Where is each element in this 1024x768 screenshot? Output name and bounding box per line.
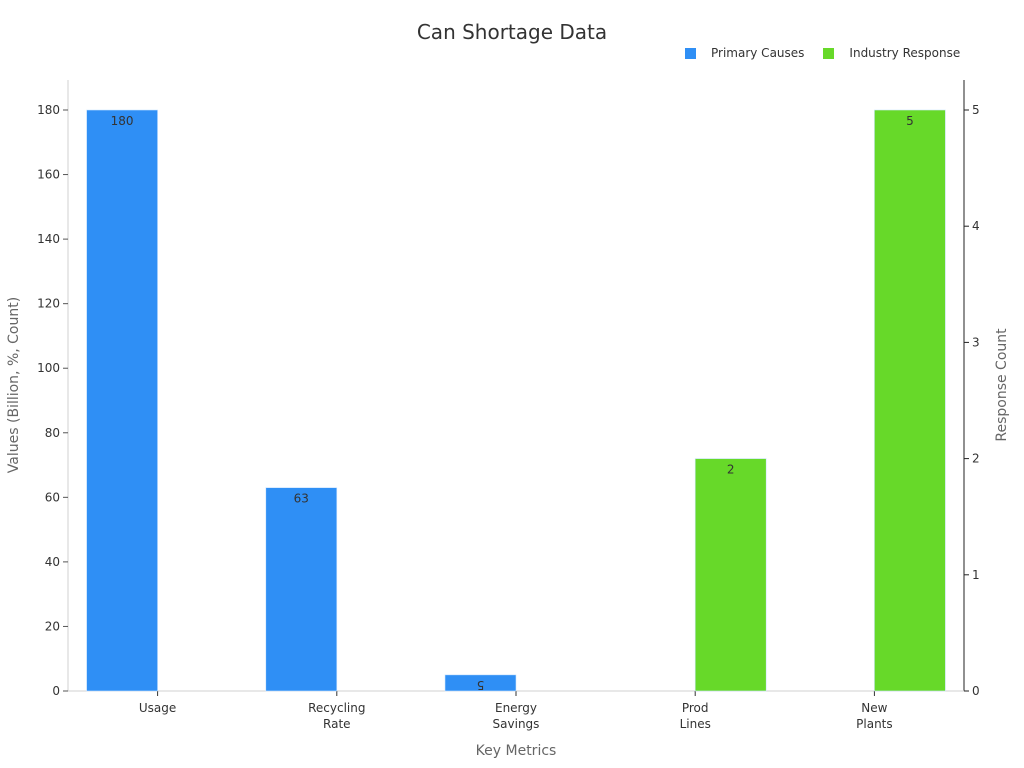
x-tick-label: Usage (139, 701, 176, 715)
bar-value-label: 180 (111, 114, 134, 128)
y-tick-label: 40 (45, 555, 60, 569)
x-tick-label: Savings (493, 717, 540, 731)
x-tick-label: Lines (680, 717, 711, 731)
legend-label: Primary Causes (711, 46, 805, 60)
bar-industry-response[interactable] (874, 109, 946, 692)
bar-value-label: 5 (477, 678, 485, 692)
y-tick-label: 80 (45, 426, 60, 440)
bar-industry-response[interactable] (694, 458, 767, 692)
x-tick-label: New (861, 701, 887, 715)
x-tick-label: Energy (495, 701, 537, 715)
legend-item-primary-causes[interactable]: Primary Causes (685, 46, 804, 60)
y-tick-label: 120 (37, 297, 60, 311)
x-tick-label: Plants (856, 717, 893, 731)
y2-tick-label: 2 (972, 452, 980, 466)
y2-tick-label: 3 (972, 335, 980, 349)
y-tick-label: 20 (45, 619, 60, 633)
legend: Primary Causes Industry Response (685, 46, 979, 60)
y-tick-label: 100 (37, 361, 60, 375)
y-tick-label: 60 (45, 490, 60, 504)
bar-value-label: 2 (727, 463, 735, 477)
y-tick-label: 0 (52, 684, 60, 698)
y2-axis-title: Response Count (994, 328, 1010, 442)
chart-title: Can Shortage Data (416, 20, 608, 44)
y2-tick-label: 4 (972, 219, 980, 233)
y-axis-title: Values (Billion, %, Count) (6, 297, 22, 473)
y-tick-label: 180 (37, 103, 60, 117)
x-tick-label: Rate (323, 717, 351, 731)
y2-tick-label: 5 (972, 103, 980, 117)
x-tick-label: Prod (682, 701, 709, 715)
bar-value-label: 5 (906, 114, 914, 128)
y2-tick-label: 0 (972, 684, 980, 698)
bar-primary-causes[interactable] (265, 487, 338, 692)
y2-tick-label: 1 (972, 568, 980, 582)
y-tick-label: 160 (37, 168, 60, 182)
bar-primary-causes[interactable] (444, 674, 517, 692)
bar-primary-causes[interactable] (86, 109, 158, 692)
legend-label: Industry Response (849, 46, 961, 60)
legend-swatch-primary-causes (685, 47, 696, 59)
x-tick-label: Recycling (308, 701, 365, 715)
bar-value-label: 63 (294, 492, 309, 506)
x-axis-title: Key Metrics (476, 743, 557, 759)
legend-item-industry-response[interactable]: Industry Response (823, 46, 960, 60)
y-tick-label: 140 (37, 232, 60, 246)
legend-swatch-industry-response (823, 47, 835, 59)
